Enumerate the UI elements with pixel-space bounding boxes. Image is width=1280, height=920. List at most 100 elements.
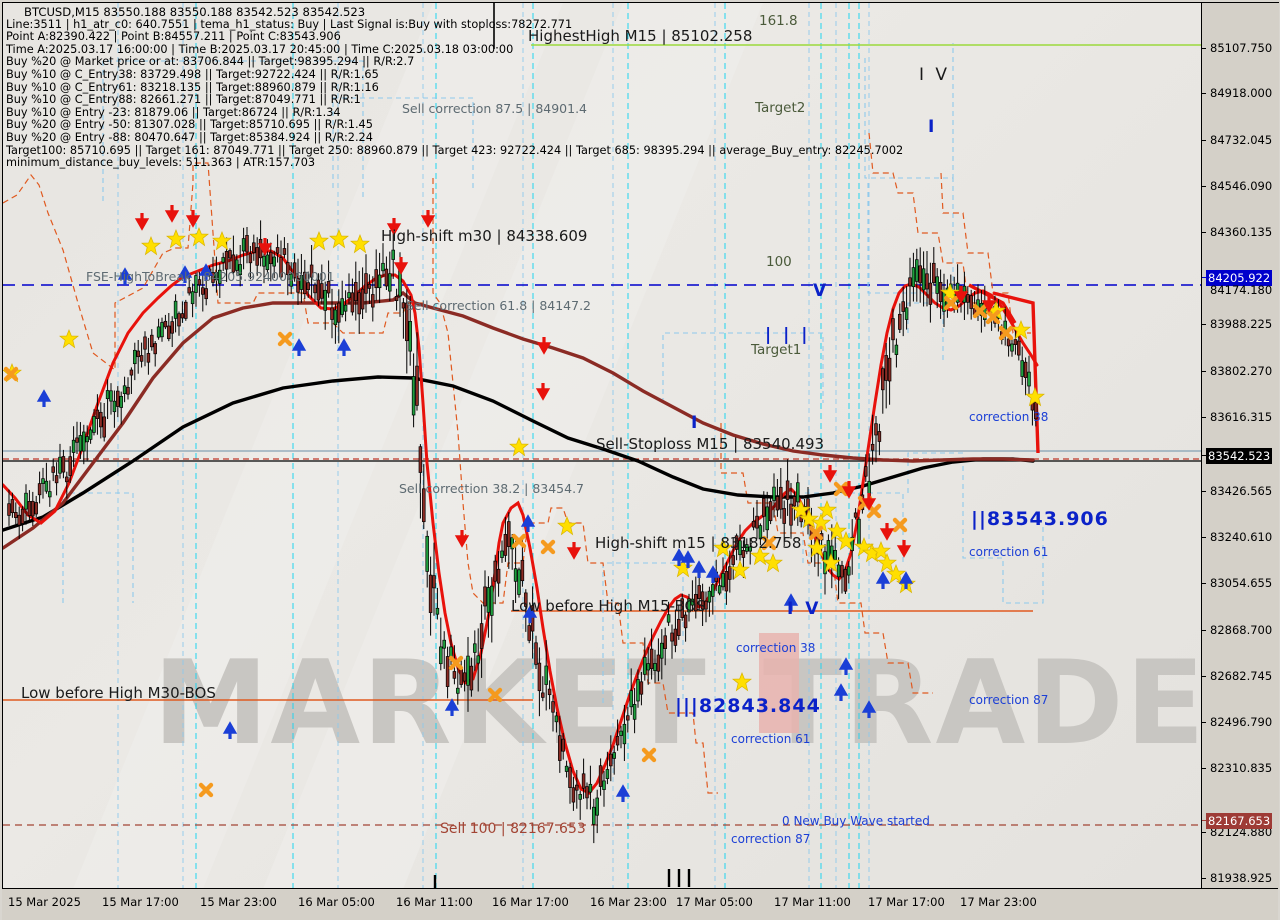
candle-body: [299, 275, 304, 290]
candle-body: [360, 288, 365, 310]
candle-body: [323, 289, 327, 311]
candle-body: [666, 614, 671, 623]
candle-body: [238, 264, 242, 276]
candle-body: [853, 512, 858, 518]
candle-body: [48, 491, 52, 498]
price-tick-label: 84918.000: [1210, 86, 1273, 100]
info-line-4: Buy %10 @ C_Entry38: 83729.498 || Target…: [6, 67, 379, 81]
candle-body: [768, 501, 773, 522]
candle-body: [248, 253, 253, 264]
price-tick: [1202, 48, 1206, 49]
candle-body: [700, 591, 705, 610]
candle-body: [252, 242, 256, 253]
candle-body: [598, 765, 603, 787]
candle-body: [160, 322, 164, 338]
candle-body: [785, 480, 790, 500]
fib-high-to-break-label: FSE-HighToBreak | 84205.92400000001: [86, 269, 335, 284]
candle-body: [61, 456, 66, 473]
candle-body: [44, 480, 49, 492]
candle-body: [602, 780, 606, 790]
candle-body: [34, 502, 38, 515]
candle-body: [619, 730, 623, 736]
price-tick: [1202, 768, 1206, 769]
candle-body: [653, 663, 657, 671]
candle-body: [54, 475, 59, 484]
candle-body: [711, 584, 715, 597]
candle-body: [534, 642, 538, 665]
price-tick-label: 84546.090: [1210, 179, 1273, 193]
candle-body: [194, 275, 198, 293]
sell-arrow-icon: [166, 203, 178, 222]
candle-body: [364, 273, 368, 294]
price-tick: [1202, 583, 1206, 584]
candle-body: [626, 715, 630, 721]
candle-body: [418, 446, 423, 473]
candle-body: [558, 735, 562, 761]
candle-body: [741, 550, 746, 558]
candle-body: [568, 767, 572, 788]
price-axis[interactable]: 85107.750 84918.000 84732.045 84546.090 8436…: [1201, 2, 1279, 889]
buy-arrow-icon: [692, 561, 706, 580]
candle-body: [544, 665, 548, 685]
candle-body: [68, 456, 72, 476]
time-tick-label: 16 Mar 23:00: [590, 895, 667, 909]
candle-body: [24, 492, 28, 510]
price-tick: [1202, 630, 1206, 631]
candle-body: [789, 503, 793, 526]
chart-plot-area[interactable]: MARKET TRADE: [2, 2, 1202, 889]
price-tick: [1202, 232, 1206, 233]
candle-body: [143, 336, 147, 350]
candle-body: [585, 786, 589, 799]
candle-body: [337, 302, 341, 323]
candle-body: [908, 277, 912, 287]
candle-body: [1010, 343, 1014, 352]
candle-body: [340, 298, 344, 315]
candle-body: [891, 318, 895, 341]
candle-body: [439, 646, 443, 665]
candle-body: [503, 534, 508, 556]
buy-arrow-icon: [839, 658, 853, 677]
candle-body: [969, 295, 973, 309]
candle-body: [486, 587, 491, 613]
wave-label-V: V: [813, 281, 830, 301]
price-tick-label: 83988.225: [1210, 317, 1273, 331]
star-signal-icon: [309, 231, 329, 250]
candle-body: [235, 259, 239, 271]
candle-body: [1020, 360, 1024, 377]
candle-body: [85, 436, 89, 443]
candle-body: [432, 575, 436, 589]
candle-body: [1006, 338, 1011, 347]
candle-body: [211, 272, 215, 283]
buy-arrow-icon: [338, 339, 350, 358]
candle-body: [462, 672, 467, 682]
candle-body: [677, 618, 681, 636]
candle-body: [772, 486, 776, 501]
candle-body: [493, 560, 497, 582]
star-signal-icon: [763, 553, 783, 572]
candle-body: [10, 499, 15, 514]
target1-label: Target1: [751, 342, 802, 358]
candle-body: [673, 628, 678, 646]
candle-body: [408, 321, 412, 352]
candle-body: [581, 773, 586, 789]
candle-body: [442, 639, 446, 649]
candle-body: [326, 281, 331, 294]
wave-3-price-label: |||82843.844: [675, 695, 821, 717]
candle-body: [292, 262, 297, 278]
candle-body: [551, 701, 555, 713]
correction-87-lower-label: correction 87: [969, 693, 1049, 707]
candle-body: [629, 690, 633, 708]
candle-body: [303, 271, 307, 294]
candle-body: [554, 715, 559, 723]
wave-label-I-mid: I: [691, 413, 701, 433]
candle-body: [241, 238, 246, 252]
candle-body: [1034, 402, 1038, 420]
candle-body: [459, 668, 463, 685]
time-axis[interactable]: 15 Mar 2025 15 Mar 17:00 15 Mar 23:00 16 Ma…: [2, 888, 1278, 920]
candle-body: [537, 662, 542, 692]
buy-arrow-icon: [293, 339, 305, 358]
candle-body: [507, 521, 511, 547]
candle-body: [490, 585, 494, 616]
time-tick-label: 15 Mar 2025: [8, 895, 81, 909]
candle-body: [405, 302, 409, 342]
